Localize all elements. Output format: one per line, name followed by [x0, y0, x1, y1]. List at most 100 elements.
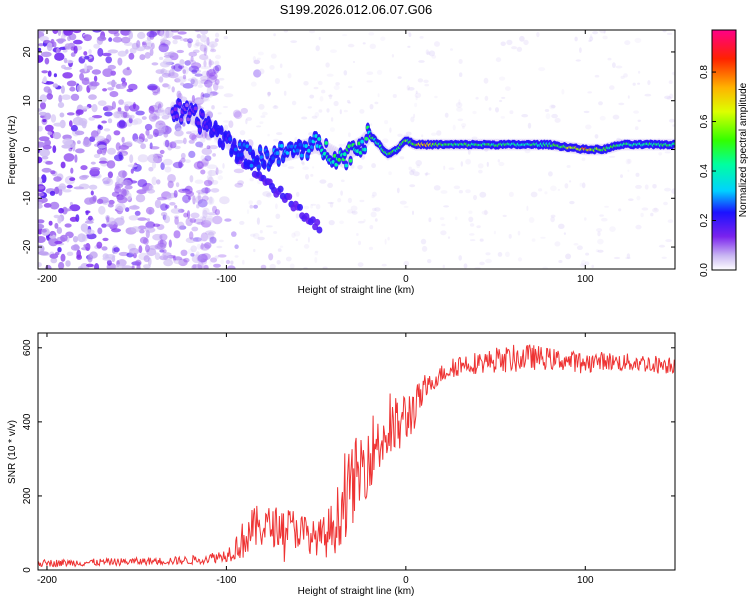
noise-blob	[203, 109, 213, 119]
noise-blob	[252, 232, 260, 239]
noise-blob	[258, 68, 265, 75]
noise-blob	[215, 167, 219, 176]
noise-blob	[499, 76, 506, 81]
noise-blob	[117, 196, 128, 204]
noise-blob	[187, 40, 192, 49]
y-tick-label: -20	[22, 239, 33, 254]
ridge-core	[285, 150, 290, 155]
noise-blob	[44, 112, 51, 120]
noise-blob	[128, 117, 133, 124]
noise-blob	[201, 130, 207, 139]
noise-blob	[259, 230, 263, 234]
noise-blob	[77, 233, 86, 243]
noise-blob	[65, 260, 71, 267]
noise-blob	[348, 132, 351, 138]
noise-blob	[258, 103, 265, 110]
noise-blob	[274, 105, 277, 108]
noise-blob	[144, 138, 148, 143]
noise-blob	[246, 117, 253, 121]
noise-blob	[458, 255, 463, 261]
noise-blob	[256, 199, 262, 206]
noise-blob	[73, 186, 85, 190]
noise-blob	[197, 192, 201, 202]
noise-blob	[41, 167, 52, 173]
ridge-core	[249, 163, 254, 168]
noise-blob	[62, 189, 72, 193]
snr-y-label: SNR (10 * v/v)	[7, 420, 18, 484]
noise-blob	[54, 222, 59, 229]
noise-blob	[115, 203, 126, 212]
noise-blob	[173, 190, 178, 198]
ridge-core	[295, 148, 300, 153]
noise-blob	[199, 54, 209, 61]
ridge-core	[173, 107, 178, 112]
noise-blob	[198, 237, 205, 242]
noise-blob	[193, 161, 205, 170]
noise-blob	[148, 105, 155, 114]
noise-blob	[184, 60, 191, 66]
noise-blob	[74, 130, 85, 136]
noise-blob	[638, 70, 641, 74]
noise-blob	[250, 81, 257, 87]
noise-blob	[516, 46, 523, 52]
noise-blob	[191, 134, 198, 142]
noise-blob	[536, 31, 540, 38]
noise-blob	[460, 161, 463, 167]
noise-blob	[416, 164, 421, 168]
noise-blob	[443, 165, 446, 170]
ridge-core	[200, 112, 205, 117]
noise-blob	[62, 72, 73, 79]
noise-blob	[664, 187, 671, 192]
noise-blob	[207, 81, 211, 87]
noise-blob	[60, 253, 66, 262]
noise-blob	[209, 196, 213, 204]
noise-blob	[200, 92, 205, 100]
noise-blob	[115, 142, 121, 151]
noise-blob	[44, 139, 51, 146]
noise-blob	[330, 117, 334, 122]
noise-blob	[414, 102, 418, 108]
noise-blob	[200, 34, 207, 43]
noise-blob	[197, 253, 208, 263]
noise-blob	[212, 205, 217, 214]
y-tick-label: 200	[22, 487, 33, 504]
noise-blob	[159, 56, 164, 61]
x-tick-label: -100	[216, 575, 236, 586]
noise-blob	[96, 149, 103, 155]
noise-blob	[637, 82, 641, 85]
noise-blob	[310, 203, 317, 206]
noise-blob	[581, 259, 586, 266]
noise-blob	[101, 223, 107, 228]
noise-blob	[189, 130, 201, 134]
noise-blob	[41, 155, 49, 160]
noise-blob	[211, 237, 217, 244]
noise-blob	[52, 145, 57, 154]
noise-blob	[60, 234, 68, 242]
noise-blob	[143, 255, 150, 263]
noise-blob	[202, 35, 207, 39]
noise-blob	[408, 166, 412, 171]
noise-blob	[234, 244, 239, 249]
noise-blob	[374, 207, 381, 212]
noise-blob	[214, 38, 219, 43]
noise-blob	[301, 160, 305, 165]
noise-blob	[90, 190, 94, 196]
noise-blob	[664, 95, 671, 100]
noise-blob	[184, 200, 188, 204]
noise-blob	[38, 55, 44, 63]
noise-blob	[254, 165, 257, 172]
noise-blob	[135, 46, 146, 52]
noise-blob	[196, 243, 202, 250]
noise-blob	[612, 114, 620, 120]
noise-blob	[214, 60, 220, 67]
noise-blob	[223, 36, 229, 40]
noise-blob	[137, 179, 148, 188]
noise-blob	[329, 202, 334, 208]
ridge-core	[245, 144, 249, 149]
spectrogram-y-label: Frequency (Hz)	[7, 116, 18, 185]
noise-blob	[186, 210, 191, 219]
y-tick-label: 0	[22, 567, 33, 573]
noise-blob	[182, 194, 191, 203]
noise-blob	[175, 182, 180, 188]
noise-blob	[174, 205, 178, 209]
